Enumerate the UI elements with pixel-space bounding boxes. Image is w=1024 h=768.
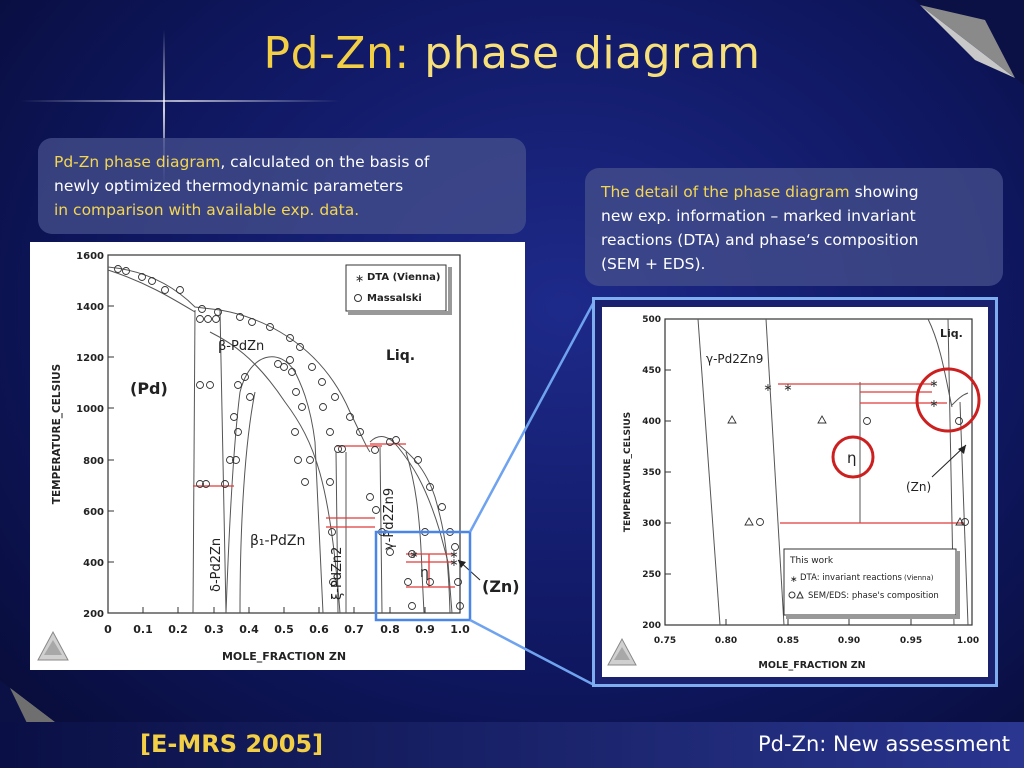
main-legend-massalski: Massalski: [367, 293, 422, 304]
main-label-eta: η: [420, 565, 429, 581]
detail-diagram-svg: 500 450 400 350 300 250 200 0.75 0.80 0.…: [607, 315, 981, 671]
left-caption-line2: newly optimized thermodynamic parameters: [54, 177, 404, 195]
main-xtick-0.2: 0.2: [168, 623, 188, 636]
main-ytick-400: 400: [83, 558, 104, 569]
detail-ylabel: TEMPERATURE_CELSIUS: [623, 412, 633, 532]
main-ytick-600: 600: [83, 507, 104, 518]
main-ytick-800: 800: [83, 456, 104, 467]
top-right-page-curl: [915, 0, 1024, 85]
svg-text:∗: ∗: [790, 575, 798, 585]
thermocalc-logo: [37, 630, 69, 661]
detail-ytick-200: 200: [642, 621, 661, 631]
detail-label-liq: Liq.: [940, 327, 963, 340]
detail-xtick-0.90: 0.90: [838, 636, 860, 646]
main-ytick-1200: 1200: [76, 353, 104, 364]
main-xtick-1.0: 1.0: [450, 623, 470, 636]
svg-text:∗: ∗: [355, 272, 364, 285]
detail-xlabel: MOLE_FRACTION ZN: [758, 660, 865, 671]
detail-xtick-0.80: 0.80: [715, 636, 737, 646]
svg-text:∗: ∗: [929, 377, 938, 390]
detail-ytick-300: 300: [642, 519, 661, 529]
detail-ytick-450: 450: [642, 366, 661, 376]
main-diagram-svg: 1600 1400 1200 1000 800 600 400 200 0 0.…: [37, 251, 520, 663]
main-xlabel: MOLE_FRACTION ZN: [222, 650, 346, 663]
detail-legend-sem: SEM/EDS: phase's composition: [808, 591, 939, 601]
title-part-2: phase diagram: [424, 28, 761, 79]
main-phase-diagram: 1600 1400 1200 1000 800 600 400 200 0 0.…: [30, 242, 525, 670]
main-xtick-0.6: 0.6: [309, 623, 329, 636]
detail-legend-dta-suffix: (Vienna): [904, 574, 934, 582]
main-label-xi: ξ-PdZn2: [330, 547, 345, 600]
detail-thermocalc-logo: [607, 637, 637, 666]
right-caption: The detail of the phase diagram showing …: [585, 168, 1003, 286]
left-caption-highlight: Pd-Zn phase diagram: [54, 153, 221, 171]
detail-xtick-1.00: 1.00: [957, 636, 979, 646]
right-caption-line4: (SEM + EDS).: [601, 255, 706, 273]
left-caption: Pd-Zn phase diagram, calculated on the b…: [38, 138, 526, 234]
light-flare-horizontal: [20, 100, 340, 102]
svg-text:∗: ∗: [783, 381, 792, 394]
svg-text:∗: ∗: [449, 548, 458, 561]
main-label-delta: δ-Pd2Zn: [209, 538, 224, 592]
detail-legend-title: This work: [789, 556, 834, 566]
main-xtick-0.8: 0.8: [380, 623, 400, 636]
detail-ytick-250: 250: [642, 570, 661, 580]
detail-xtick-0.95: 0.95: [900, 636, 922, 646]
main-label-beta: β-PdZn: [218, 339, 264, 354]
main-ylabel: TEMPERATURE_CELSIUS: [51, 364, 63, 504]
main-legend-dta: DTA (Vienna): [367, 272, 440, 283]
invariant-callout-circle: [915, 367, 981, 433]
light-flare: [163, 30, 165, 190]
main-label-gamma: γ-Pd2Zn9: [382, 488, 397, 550]
detail-label-eta: η: [847, 449, 857, 467]
main-ytick-1400: 1400: [76, 302, 104, 313]
main-label-beta1: β₁-PdZn: [250, 533, 305, 549]
main-xtick-0.7: 0.7: [344, 623, 364, 636]
detail-xtick-0.85: 0.85: [777, 636, 799, 646]
right-caption-line3: reactions (DTA) and phase‘s composition: [601, 231, 919, 249]
svg-text:∗: ∗: [929, 397, 938, 410]
main-label-liq: Liq.: [386, 348, 415, 364]
zoom-region-box: [374, 530, 472, 622]
svg-text:∗: ∗: [409, 548, 418, 561]
footer-bar: [0, 722, 1024, 768]
title-part-1: Pd-Zn:: [263, 28, 410, 79]
main-label-zn: (Zn): [482, 577, 520, 596]
detail-ytick-350: 350: [642, 468, 661, 478]
main-xtick-0.1: 0.1: [133, 623, 153, 636]
svg-text:∗: ∗: [449, 556, 458, 569]
footer-conference: [E-MRS 2005]: [140, 730, 324, 758]
detail-ytick-500: 500: [642, 315, 661, 325]
detail-label-zn: (Zn): [906, 480, 931, 494]
left-caption-line1: , calculated on the basis of: [220, 153, 430, 171]
main-xtick-0.4: 0.4: [239, 623, 259, 636]
slide-title: Pd-Zn: phase diagram: [0, 28, 1024, 79]
detail-legend: This work ∗ DTA: invariant reactions (Vi…: [783, 548, 960, 619]
detail-ytick-400: 400: [642, 417, 661, 427]
right-caption-line2: new exp. information – marked invariant: [601, 207, 916, 225]
main-xtick-0.9: 0.9: [415, 623, 435, 636]
detail-xtick-0.75: 0.75: [654, 636, 676, 646]
eta-callout-circle: [831, 435, 875, 479]
main-xtick-0.5: 0.5: [274, 623, 294, 636]
main-legend: ∗ DTA (Vienna) Massalski: [345, 264, 452, 315]
main-ytick-200: 200: [83, 609, 104, 620]
detail-phase-diagram: 500 450 400 350 300 250 200 0.75 0.80 0.…: [602, 307, 988, 677]
left-caption-line3: in comparison with available exp. data.: [54, 201, 360, 219]
main-xtick-0: 0: [104, 623, 112, 636]
footer-subtitle: Pd-Zn: New assessment: [758, 732, 1010, 756]
main-xtick-0.3: 0.3: [204, 623, 224, 636]
main-ytick-1600: 1600: [76, 251, 104, 262]
right-caption-line1: showing: [849, 183, 919, 201]
svg-text:∗: ∗: [763, 381, 772, 394]
right-caption-highlight: The detail of the phase diagram: [601, 183, 850, 201]
detail-legend-dta: DTA: invariant reactions: [800, 573, 902, 583]
detail-label-gamma: γ-Pd2Zn9: [706, 352, 763, 366]
main-ytick-1000: 1000: [76, 404, 104, 415]
main-label-pd: (Pd): [130, 379, 168, 398]
